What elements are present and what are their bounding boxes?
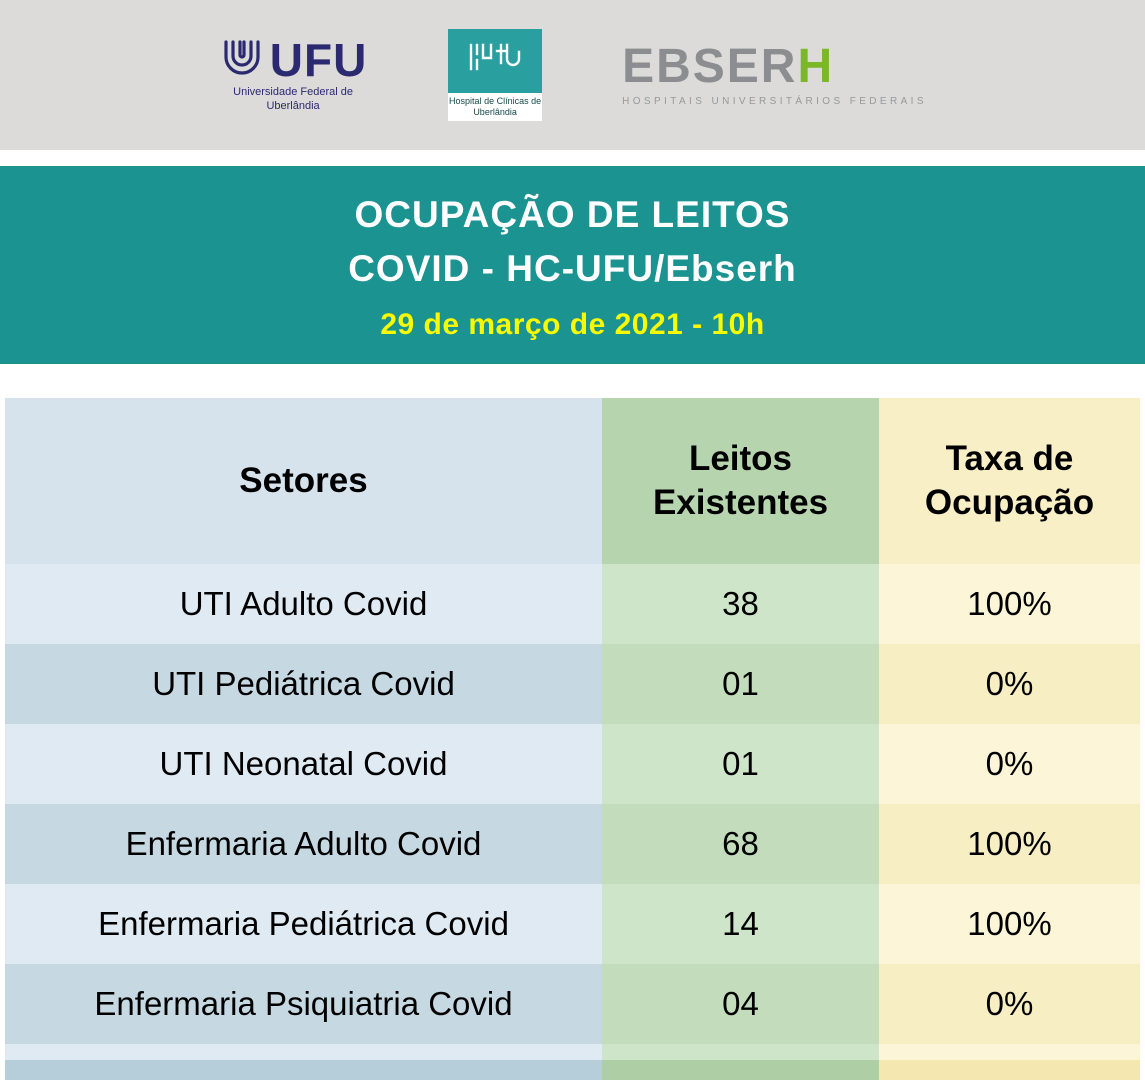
cell-leitos: 14 (602, 884, 879, 964)
header-cell-setores: Setores (5, 398, 602, 564)
hc-mark-icon (469, 44, 521, 71)
cell-leitos: 01 (602, 644, 879, 724)
logo-bar: UFU Universidade Federal de Uberlândia (0, 0, 1145, 150)
ebserh-green-letter: H (797, 40, 835, 93)
header-cell-leitos: Leitos Existentes (602, 398, 879, 564)
ebserh-gray-letters: EBSER (622, 40, 798, 93)
ebserh-wordmark: EBSERH (622, 43, 834, 91)
cell-setor: Enfermaria Psiquiatria Covid (5, 964, 602, 1044)
occupancy-table: Setores Leitos Existentes Taxa de Ocupaç… (5, 398, 1140, 1080)
table-row: Enfermaria Psiquiatria Covid 04 0% (5, 964, 1140, 1044)
cell-setor: UTI Neonatal Covid (5, 724, 602, 804)
ebserh-logo: EBSERH HOSPITAIS UNIVERSITÁRIOS FEDERAIS (622, 43, 927, 108)
cell-taxa: 100% (879, 884, 1140, 964)
table-bottom-strip (5, 1060, 1140, 1080)
ufu-logo: UFU Universidade Federal de Uberlândia (218, 37, 368, 112)
header-cell-taxa: Taxa de Ocupação (879, 398, 1140, 564)
cell-leitos: 68 (602, 804, 879, 884)
ufu-mark-icon (224, 40, 260, 75)
cell-taxa: 0% (879, 964, 1140, 1044)
date-line: 29 de março de 2021 - 10h (380, 307, 765, 341)
title-line2: COVID - HC-UFU/Ebserh (348, 248, 797, 289)
table-row: Enfermaria Adulto Covid 68 100% (5, 804, 1140, 884)
hc-square (448, 29, 543, 94)
cell-setor: Enfermaria Pediátrica Covid (5, 884, 602, 964)
table-partial-row (5, 1044, 1140, 1060)
cell-setor: Enfermaria Adulto Covid (5, 804, 602, 884)
title-banner: OCUPAÇÃO DE LEITOS COVID - HC-UFU/Ebserh… (0, 166, 1145, 364)
ufu-acronym: UFU (269, 34, 368, 87)
table-row: UTI Neonatal Covid 01 0% (5, 724, 1140, 804)
hc-caption: Hospital de Clínicas de Uberlândia (448, 93, 543, 121)
table-row: Enfermaria Pediátrica Covid 14 100% (5, 884, 1140, 964)
table-header-row: Setores Leitos Existentes Taxa de Ocupaç… (5, 398, 1140, 564)
cell-leitos: 01 (602, 724, 879, 804)
cell-taxa: 100% (879, 564, 1140, 644)
cell-leitos: 04 (602, 964, 879, 1044)
ufu-lockup: UFU (219, 37, 368, 83)
cell-taxa: 100% (879, 804, 1140, 884)
title-line1: OCUPAÇÃO DE LEITOS (354, 194, 791, 236)
table-row: UTI Adulto Covid 38 100% (5, 564, 1140, 644)
ebserh-subtitle: HOSPITAIS UNIVERSITÁRIOS FEDERAIS (622, 96, 927, 107)
cell-setor: UTI Pediátrica Covid (5, 644, 602, 724)
ufu-subtitle: Universidade Federal de Uberlândia (233, 86, 353, 112)
cell-leitos: 38 (602, 564, 879, 644)
cell-taxa: 0% (879, 724, 1140, 804)
cell-taxa: 0% (879, 644, 1140, 724)
cell-setor: UTI Adulto Covid (5, 564, 602, 644)
table-row: UTI Pediátrica Covid 01 0% (5, 644, 1140, 724)
hc-logo: Hospital de Clínicas de Uberlândia (448, 29, 543, 121)
